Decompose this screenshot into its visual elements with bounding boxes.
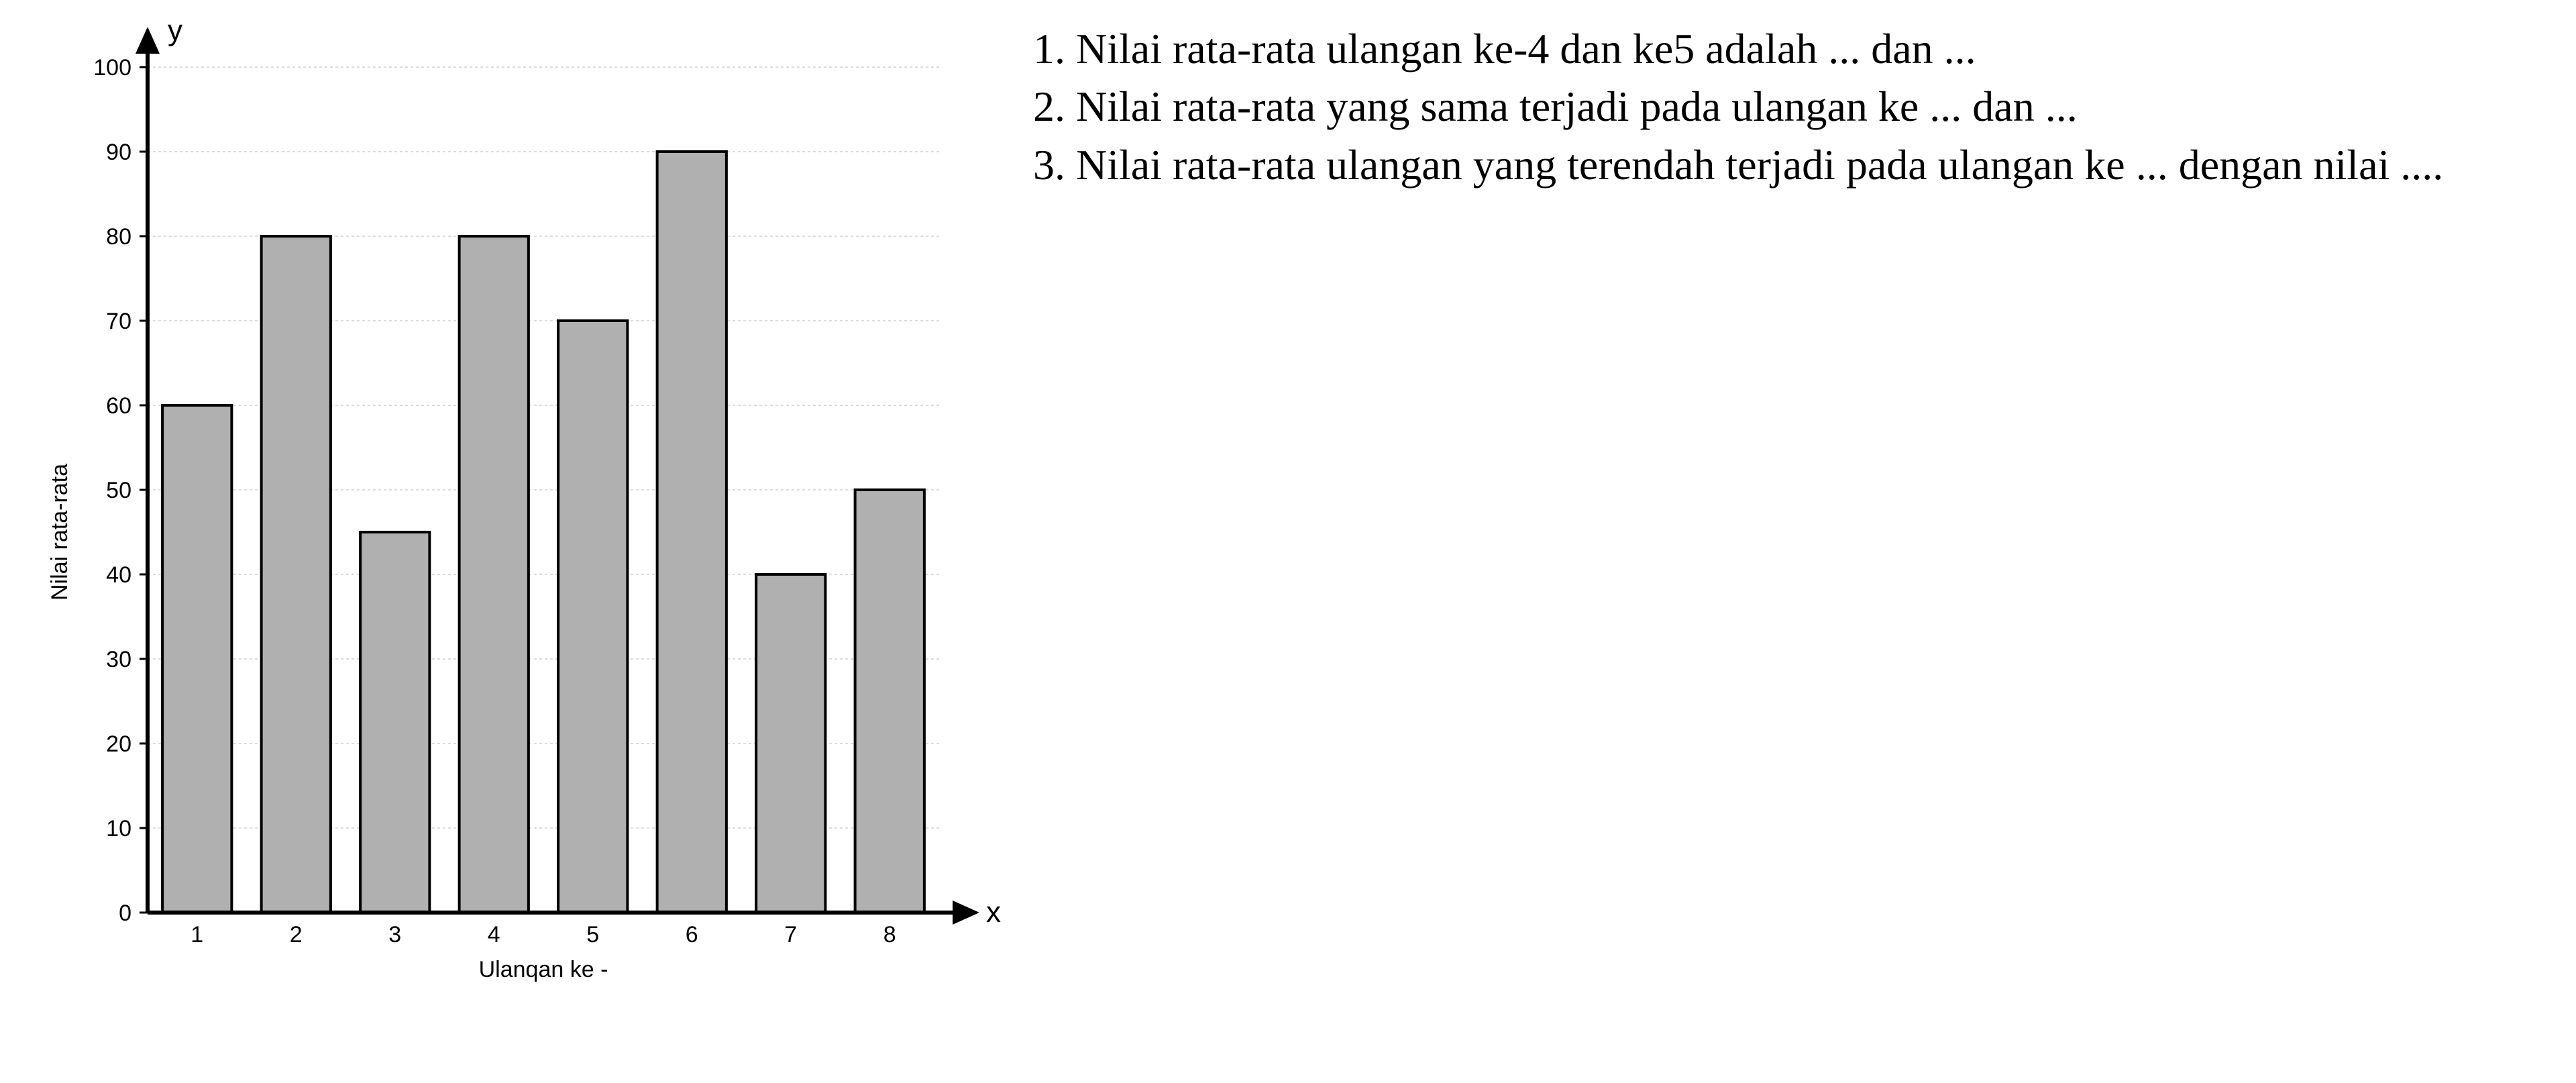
svg-text:5: 5 xyxy=(586,922,599,947)
svg-text:10: 10 xyxy=(106,816,131,841)
svg-text:1: 1 xyxy=(191,922,203,947)
svg-text:100: 100 xyxy=(93,55,131,81)
chart-container: 0 10 20 30 40 50 60 70 80 90 100 1 2 3 4 5 6 7 8 y x Nilai ra… xyxy=(13,13,1006,1060)
questions-block: 1. Nilai rata-rata ulangan ke-4 dan ke5 … xyxy=(1033,13,2563,194)
svg-text:20: 20 xyxy=(106,731,131,757)
question-2: 2. Nilai rata-rata yang sama terjadi pad… xyxy=(1033,78,2563,136)
bar-chart: 0 10 20 30 40 50 60 70 80 90 100 1 2 3 4 5 6 7 8 y x Nilai ra… xyxy=(13,13,1006,1060)
svg-text:8: 8 xyxy=(883,922,896,947)
svg-text:Nilai rata-rata: Nilai rata-rata xyxy=(47,464,72,601)
svg-text:80: 80 xyxy=(106,224,131,250)
svg-text:40: 40 xyxy=(106,562,131,588)
question-1: 1. Nilai rata-rata ulangan ke-4 dan ke5 … xyxy=(1033,20,2563,78)
svg-text:50: 50 xyxy=(106,478,131,503)
svg-text:2: 2 xyxy=(290,922,303,947)
svg-text:3: 3 xyxy=(388,922,401,947)
svg-text:6: 6 xyxy=(686,922,698,947)
svg-text:4: 4 xyxy=(488,922,500,947)
svg-text:y: y xyxy=(168,14,182,47)
svg-text:x: x xyxy=(986,896,1001,929)
svg-text:0: 0 xyxy=(119,900,131,926)
svg-text:90: 90 xyxy=(106,140,131,165)
svg-text:7: 7 xyxy=(784,922,797,947)
svg-text:Ulanqan ke -: Ulanqan ke - xyxy=(479,957,608,982)
svg-text:30: 30 xyxy=(106,647,131,672)
svg-text:70: 70 xyxy=(106,309,131,334)
svg-text:60: 60 xyxy=(106,393,131,419)
question-3: 3. Nilai rata-rata ulangan yang terendah… xyxy=(1033,136,2563,194)
